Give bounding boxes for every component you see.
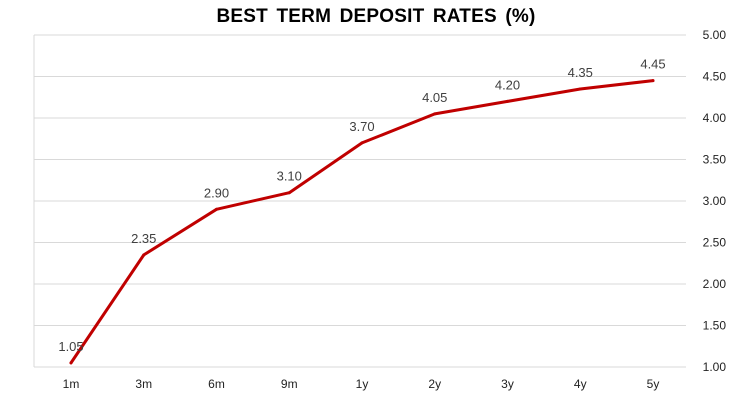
- data-point: [215, 207, 218, 211]
- x-tick-label: 3y: [501, 377, 514, 391]
- y-tick-label: 5.00: [703, 28, 727, 42]
- data-label: 4.05: [422, 90, 447, 105]
- x-tick-label: 9m: [281, 377, 298, 391]
- data-label: 4.45: [640, 57, 665, 72]
- x-tick-label: 1y: [356, 377, 369, 391]
- data-point: [651, 79, 655, 83]
- y-tick-label: 4.50: [703, 70, 727, 84]
- x-tick-label: 6m: [208, 377, 225, 391]
- y-tick-label: 3.00: [703, 194, 727, 208]
- x-tick-label: 4y: [574, 377, 587, 391]
- data-label: 3.70: [349, 119, 374, 134]
- data-point: [433, 112, 437, 116]
- data-point: [578, 87, 582, 91]
- y-tick-label: 2.00: [703, 277, 727, 291]
- data-label: 3.10: [277, 169, 302, 184]
- y-tick-label: 1.50: [703, 319, 727, 333]
- y-tick-label: 1.00: [703, 360, 727, 374]
- data-point: [287, 191, 291, 195]
- data-label: 4.20: [495, 77, 520, 92]
- chart-title: BEST TERM DEPOSIT RATES (%): [216, 6, 536, 27]
- data-point: [69, 361, 73, 365]
- data-label: 2.35: [131, 231, 156, 246]
- x-tick-label: 1m: [63, 377, 80, 391]
- y-axis-tick-labels: 1.00 1.50 2.00 2.50 3.00 3.50 4.00 4.50 5.00: [703, 28, 727, 374]
- data-label: 4.35: [568, 65, 593, 80]
- series-rates: [69, 79, 655, 365]
- data-label: 2.90: [204, 185, 229, 200]
- y-tick-label: 3.50: [703, 153, 727, 167]
- y-tick-label: 2.50: [703, 236, 727, 250]
- data-labels: 1.05 2.35 2.90 3.10 3.70 4.05 4.20 4.35 4.45: [58, 57, 665, 354]
- data-point: [360, 141, 364, 145]
- x-tick-label: 3m: [135, 377, 152, 391]
- x-axis-tick-labels: 1m 3m 6m 9m 1y 2y 3y 4y 5y: [63, 377, 660, 391]
- data-label: 1.05: [58, 339, 83, 354]
- data-point: [142, 253, 146, 257]
- y-tick-label: 4.00: [703, 111, 727, 125]
- x-tick-label: 5y: [647, 377, 660, 391]
- x-tick-label: 2y: [428, 377, 441, 391]
- gridlines: [33, 34, 686, 368]
- data-point: [506, 99, 509, 103]
